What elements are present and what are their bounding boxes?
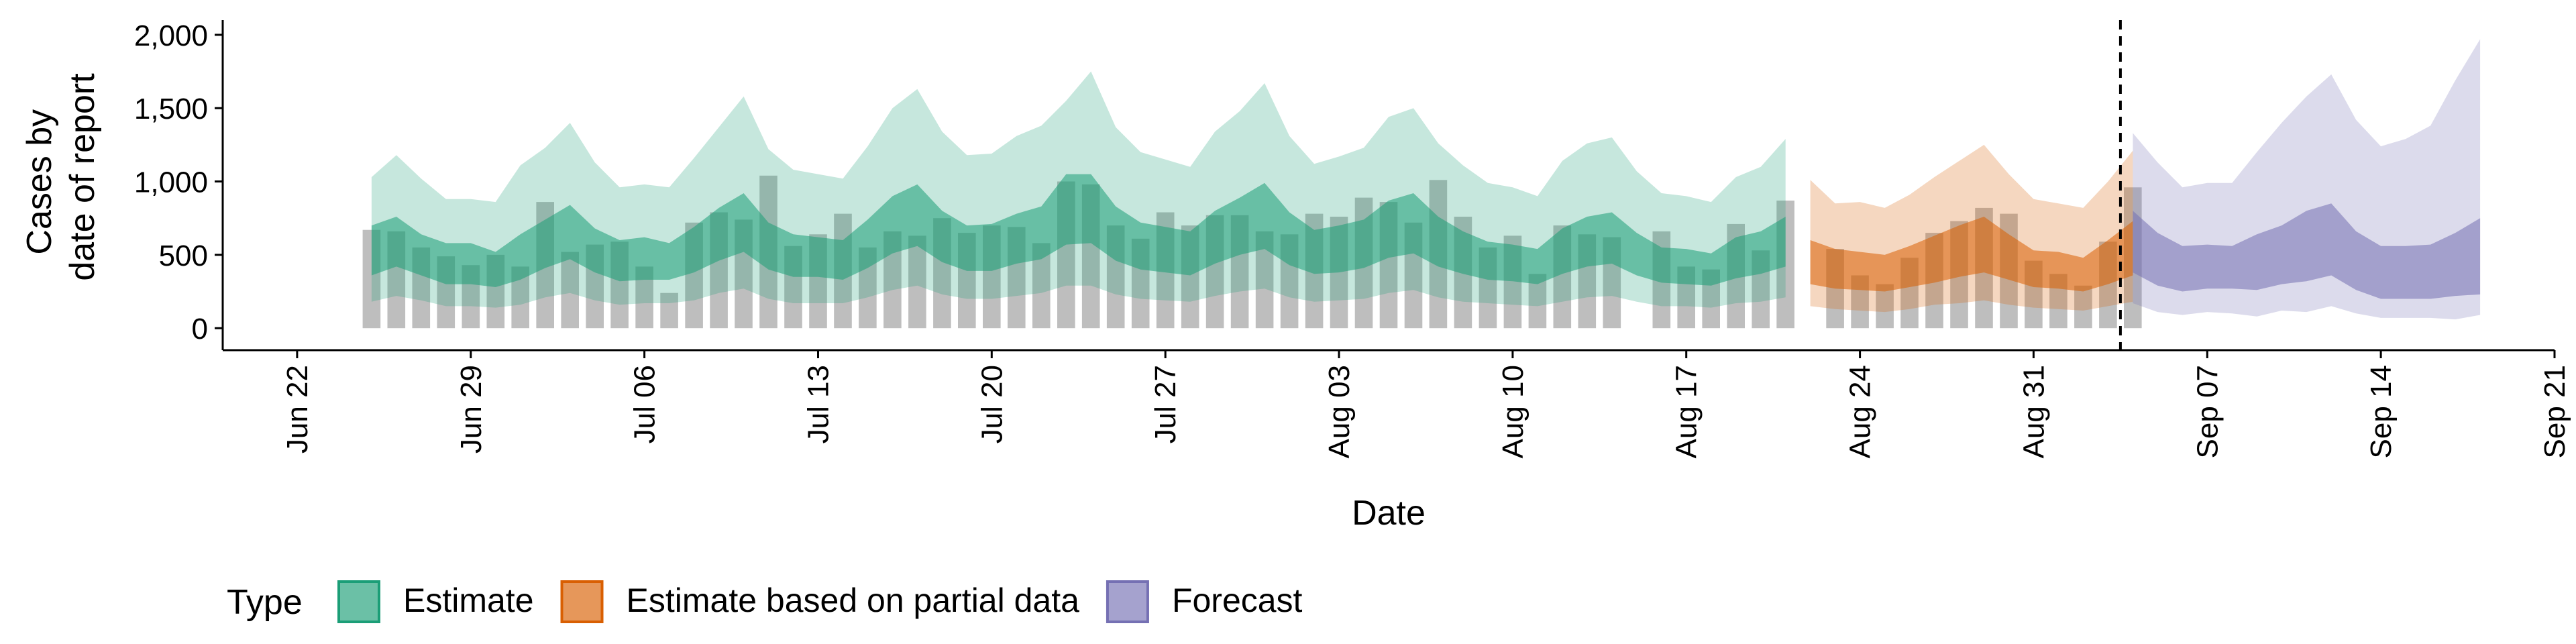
x-tick-label: Jun 22 — [281, 365, 314, 453]
x-ticks: Jun 22 Jun 29 Jul 06 Jul 13 Jul 20 Jul 27 Aug … — [281, 350, 2571, 458]
x-tick-label: Sep 14 — [2365, 365, 2398, 458]
x-tick-label: Jun 29 — [455, 365, 488, 453]
legend-label: Forecast — [1172, 582, 1303, 619]
x-tick-label: Aug 24 — [1844, 365, 1877, 458]
x-tick-label: Aug 31 — [2017, 365, 2050, 458]
x-tick-label: Jul 27 — [1149, 365, 1182, 443]
x-tick-label: Jul 20 — [975, 365, 1008, 443]
y-tick-label: 2,000 — [134, 19, 208, 52]
y-axis-title-line1: Cases by — [20, 109, 59, 255]
reported-case-bar — [2074, 285, 2092, 329]
x-tick-label: Aug 17 — [1670, 365, 1703, 458]
x-tick-label: Jul 13 — [802, 365, 835, 443]
reported-case-bar — [660, 292, 678, 329]
estimate-50-band — [371, 174, 1786, 287]
legend: Type Estimate Estimate based on partial d… — [227, 580, 1303, 623]
legend-swatch — [337, 580, 380, 623]
legend-swatch — [560, 580, 604, 623]
reported-case-bar — [908, 235, 926, 329]
x-tick-label: Aug 10 — [1497, 365, 1529, 458]
y-tick-label: 1,000 — [134, 166, 208, 199]
y-axis-title-line2: date of report — [63, 73, 102, 281]
legend-label: Estimate — [403, 582, 534, 619]
x-tick-label: Sep 07 — [2191, 365, 2224, 458]
forecast-50-band — [2133, 203, 2481, 299]
y-ticks: 0 500 1,000 1,500 2,000 — [134, 19, 223, 345]
reported-case-bar — [1876, 284, 1894, 329]
x-tick-label: Aug 03 — [1323, 365, 1356, 458]
x-tick-label: Jul 06 — [629, 365, 661, 443]
x-tick-label: Sep 21 — [2538, 365, 2571, 458]
estimate-based-on-partial-data-50-band — [1810, 217, 2133, 292]
estimate-bands — [371, 39, 2481, 320]
y-axis-title: Cases by date of report — [20, 73, 102, 281]
legend-swatch — [1106, 580, 1149, 623]
legend-title: Type — [227, 583, 303, 622]
y-tick-label: 500 — [159, 239, 208, 272]
legend-label: Estimate based on partial data — [627, 582, 1080, 619]
y-tick-label: 1,500 — [134, 93, 208, 125]
x-axis-title: Date — [1352, 494, 1426, 533]
reported-case-bar — [561, 252, 579, 329]
y-tick-label: 0 — [192, 313, 208, 345]
